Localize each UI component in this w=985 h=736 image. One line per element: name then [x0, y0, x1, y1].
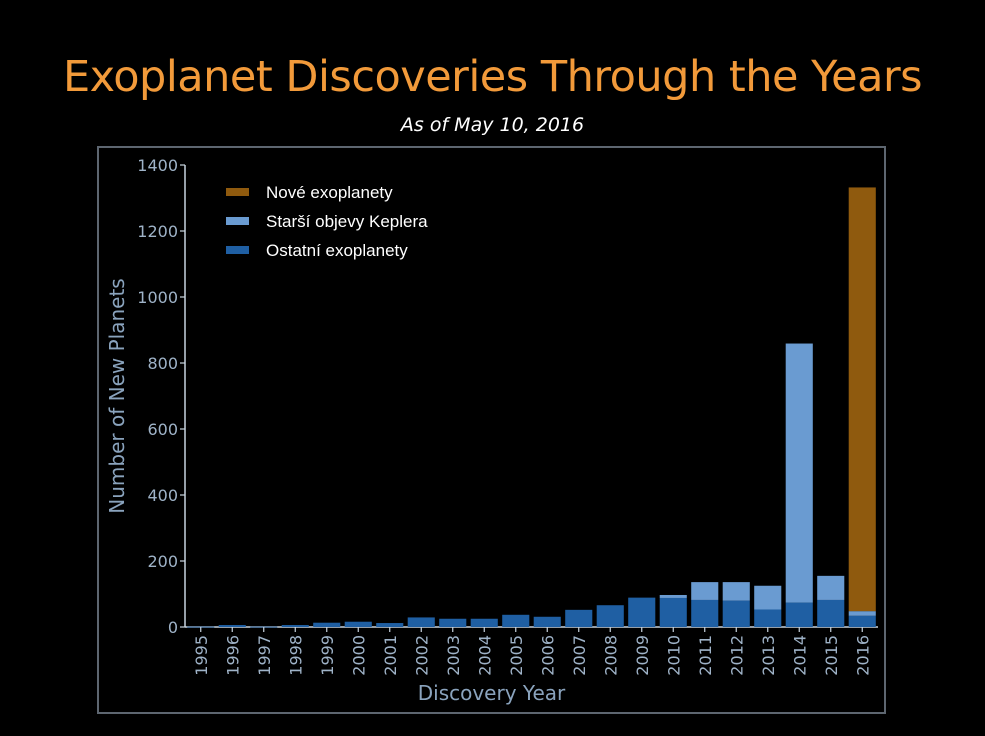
y-tick-label: 200: [147, 552, 178, 571]
x-tick-label: 2013: [759, 635, 778, 676]
x-tick-label: 2006: [538, 635, 557, 676]
x-tick-label: 2000: [349, 635, 368, 676]
x-tick-label: 2005: [507, 635, 526, 676]
x-tick-label: 2009: [633, 635, 652, 676]
bar-1998-series-0: [281, 625, 309, 627]
bar-2016-series-1: [848, 611, 876, 616]
x-tick-label: 1998: [286, 635, 305, 676]
bar-2016-series-0: [848, 615, 876, 627]
y-axis-label: Number of New Planets: [105, 278, 129, 513]
bar-2011-series-0: [691, 599, 719, 627]
bar-2001-series-0: [376, 623, 404, 627]
chart-frame: [97, 146, 886, 714]
bar-2010-series-0: [659, 597, 687, 627]
bar-2015-series-1: [817, 575, 845, 600]
bar-2008-series-0: [596, 605, 624, 627]
legend-swatch-2: [226, 246, 249, 254]
bar-2012-series-1: [722, 582, 750, 601]
x-tick-label: 2014: [790, 635, 809, 676]
bar-2007-series-0: [565, 609, 593, 627]
y-tick-label: 600: [147, 420, 178, 439]
x-tick-label: 2011: [696, 635, 715, 676]
x-axis-label: Discovery Year: [418, 681, 566, 705]
bar-2013-series-0: [754, 609, 782, 627]
x-tick-label: 1996: [223, 635, 242, 676]
bar-2003-series-0: [439, 618, 467, 627]
x-tick-label: 2008: [601, 635, 620, 676]
y-tick-label: 1200: [137, 222, 178, 241]
bar-2004-series-0: [470, 618, 498, 627]
bar-2000-series-0: [344, 621, 372, 627]
legend-label-1: Starší objevy Keplera: [266, 212, 428, 231]
x-tick-label: 2010: [664, 635, 683, 676]
legend-label-2: Ostatní exoplanety: [266, 241, 408, 260]
bar-2015-series-0: [817, 599, 845, 627]
bar-2011-series-1: [691, 582, 719, 600]
y-tick-label: 800: [147, 354, 178, 373]
y-tick-label: 1000: [137, 288, 178, 307]
bar-2006-series-0: [533, 616, 561, 627]
x-tick-label: 1995: [192, 635, 211, 676]
x-tick-label: 2012: [727, 635, 746, 676]
x-tick-label: 1999: [318, 635, 337, 676]
bar-2005-series-0: [502, 614, 530, 627]
chart-title: Exoplanet Discoveries Through the Years: [62, 52, 923, 102]
legend-swatch-0: [226, 188, 249, 196]
x-tick-label: 2001: [381, 635, 400, 676]
bar-2014-series-0: [785, 602, 813, 627]
bar-1996-series-0: [218, 625, 246, 627]
x-tick-label: 1997: [255, 635, 274, 676]
x-tick-label: 2015: [822, 635, 841, 676]
bar-2013-series-1: [754, 585, 782, 610]
x-tick-label: 2007: [570, 635, 589, 676]
x-tick-label: 2004: [475, 635, 494, 676]
x-tick-label: 2002: [412, 635, 431, 676]
x-tick-label: 2016: [853, 635, 872, 676]
chart-subtitle: As of May 10, 2016: [400, 114, 585, 136]
bar-2010-series-1: [659, 594, 687, 598]
bar-2016-series-2: [848, 187, 876, 612]
y-tick-label: 400: [147, 486, 178, 505]
bar-2012-series-0: [722, 600, 750, 627]
bar-2002-series-0: [407, 617, 435, 627]
bar-2009-series-0: [628, 597, 656, 627]
x-tick-label: 2003: [444, 635, 463, 676]
y-tick-label: 0: [168, 618, 178, 637]
legend-swatch-1: [226, 217, 249, 225]
bar-2014-series-1: [785, 343, 813, 603]
legend-label-0: Nové exoplanety: [266, 183, 393, 202]
y-tick-label: 1400: [137, 156, 178, 175]
bar-1999-series-0: [313, 622, 341, 627]
